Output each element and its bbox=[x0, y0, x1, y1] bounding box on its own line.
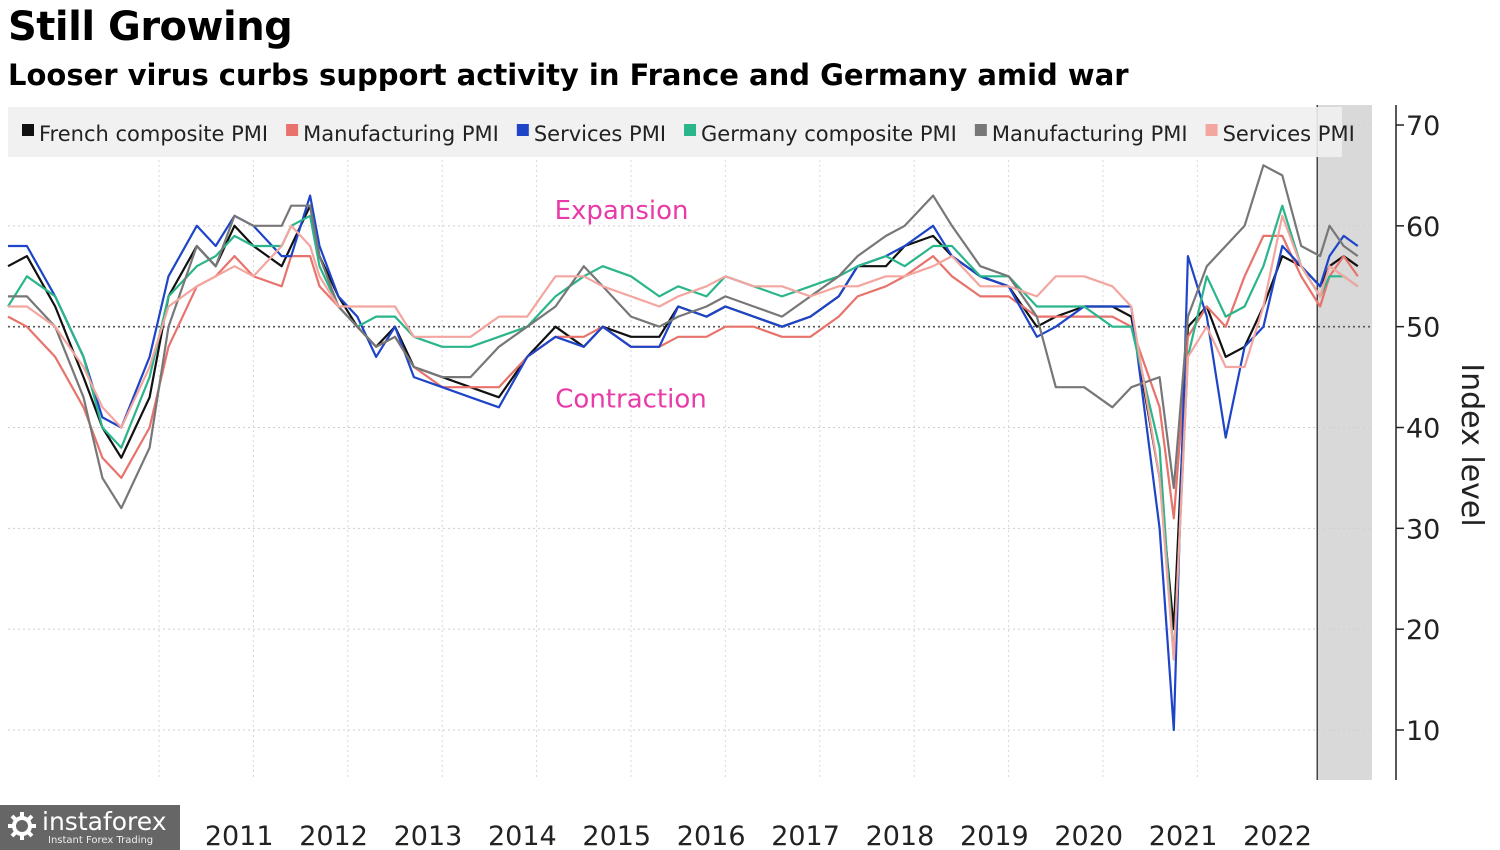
series-line-2 bbox=[8, 194, 1359, 732]
legend-label-2: Services PMI bbox=[534, 122, 666, 146]
series-line-5 bbox=[8, 214, 1359, 661]
x-tick-label-2017: 2017 bbox=[771, 821, 840, 850]
chart-subtitle: Looser virus curbs support activity in F… bbox=[8, 58, 1129, 92]
legend-background bbox=[8, 107, 1342, 157]
legend: French composite PMI Manufacturing PMI Ser… bbox=[8, 107, 1355, 157]
legend-label-4: Manufacturing PMI bbox=[992, 122, 1188, 146]
legend-swatch-5 bbox=[1205, 124, 1218, 136]
y-tick-label-20: 20 bbox=[1406, 615, 1440, 646]
legend-swatch-2 bbox=[516, 124, 529, 136]
instaforex-watermark: instaforex Instant Forex Trading bbox=[0, 805, 180, 850]
y-tick-label-40: 40 bbox=[1406, 414, 1440, 445]
x-tick-label-2016: 2016 bbox=[677, 821, 746, 850]
x-tick-label-2013: 2013 bbox=[394, 821, 463, 850]
y-tick-label-10: 10 bbox=[1406, 716, 1440, 747]
x-tick-label-2020: 2020 bbox=[1054, 821, 1123, 850]
y-tick-label-70: 70 bbox=[1406, 111, 1440, 142]
x-tick-label-2018: 2018 bbox=[866, 821, 935, 850]
plot-background bbox=[1316, 105, 1372, 780]
legend-swatch-0 bbox=[22, 124, 34, 136]
y-axis-label: Index level bbox=[1454, 363, 1489, 526]
annotation-0: Expansion bbox=[555, 196, 689, 226]
series-line-3 bbox=[7, 204, 1359, 661]
y-tick-label-50: 50 bbox=[1406, 313, 1440, 344]
series-lines bbox=[7, 164, 1359, 732]
watermark-tagline: Instant Forex Trading bbox=[48, 835, 154, 846]
x-tick-label-2019: 2019 bbox=[960, 821, 1029, 850]
series-line-0 bbox=[7, 204, 1359, 631]
legend-swatch-4 bbox=[974, 124, 987, 136]
legend-swatch-1 bbox=[286, 124, 299, 136]
x-tick-label-2014: 2014 bbox=[488, 821, 557, 850]
legend-label-1: Manufacturing PMI bbox=[303, 122, 499, 146]
shaded-period bbox=[1317, 105, 1372, 780]
legend-label-0: French composite PMI bbox=[39, 122, 268, 146]
y-tick-label-60: 60 bbox=[1406, 212, 1440, 243]
x-tick-label-2022: 2022 bbox=[1243, 821, 1312, 850]
annotations: Expansion Contraction bbox=[555, 196, 707, 415]
annotation-1: Contraction bbox=[555, 384, 706, 414]
chart-title: Still Growing bbox=[8, 4, 293, 50]
series-line-4 bbox=[8, 164, 1359, 510]
x-tick-label-2021: 2021 bbox=[1149, 821, 1218, 850]
gridlines bbox=[8, 124, 1372, 780]
x-tick-label-2015: 2015 bbox=[582, 821, 651, 850]
x-tick-label-2012: 2012 bbox=[299, 821, 368, 850]
watermark-name: instaforex bbox=[42, 807, 167, 836]
legend-label-3: Germany composite PMI bbox=[701, 122, 957, 146]
legend-label-5: Services PMI bbox=[1223, 122, 1355, 146]
instaforex-logo-icon bbox=[8, 812, 36, 840]
x-tick-label-2011: 2011 bbox=[205, 821, 274, 850]
y-tick-label-30: 30 bbox=[1406, 514, 1440, 545]
legend-swatch-3 bbox=[684, 124, 697, 136]
